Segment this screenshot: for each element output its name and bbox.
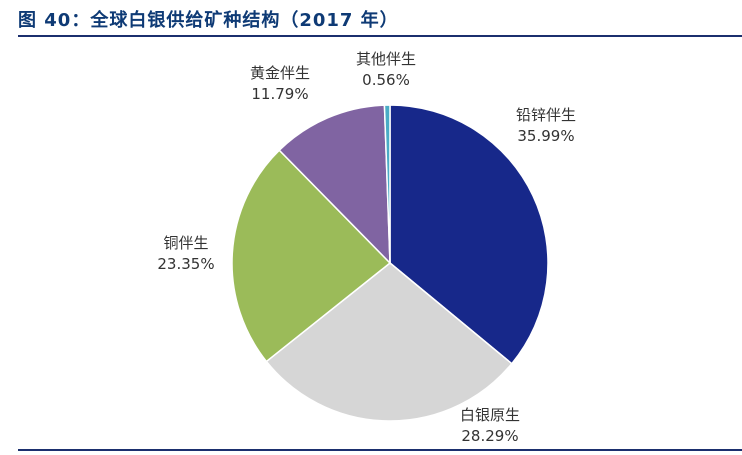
slice-name-label: 铅锌伴生 [516,106,576,124]
slice-value-label: 0.56% [362,71,410,89]
pie-slice [265,262,513,422]
figure-title: 图 40：全球白银供给矿种结构（2017 年） [18,10,399,31]
bottom-divider [18,449,742,451]
slice-value-label: 35.99% [517,127,574,145]
slice-value-label: 28.29% [461,427,518,445]
pie-slice [231,149,392,363]
slice-name-label: 白银原生 [460,406,520,424]
pie-slice [278,104,391,265]
pie-slice [383,104,391,264]
pie-slice [389,104,549,365]
slice-value-label: 23.35% [157,255,214,273]
slice-name-label: 其他伴生 [356,50,416,68]
slice-name-label: 铜伴生 [163,234,208,252]
title-divider [18,35,742,37]
slice-name-label: 黄金伴生 [250,64,310,82]
slice-value-label: 11.79% [251,85,308,103]
